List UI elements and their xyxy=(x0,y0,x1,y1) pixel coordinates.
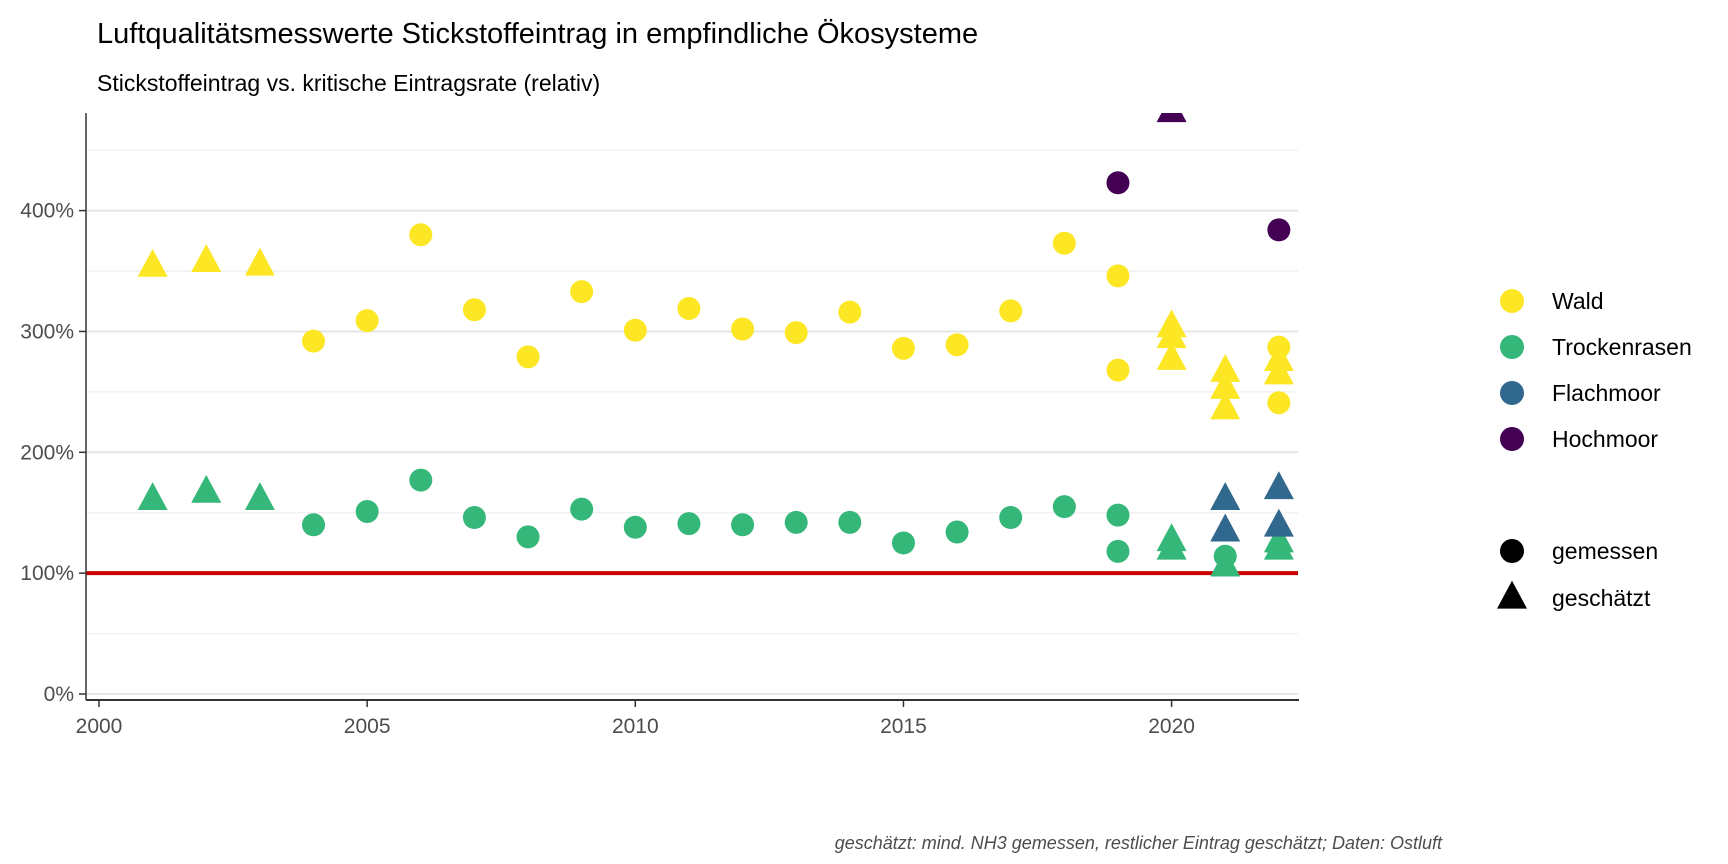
data-point-circle xyxy=(1106,503,1130,527)
axes: 0% 100% 200% 300% 400% 2000 2005 2010 2015 2020 xyxy=(20,113,1299,738)
legend-label: Flachmoor xyxy=(1552,380,1661,406)
legend-color-key xyxy=(1500,381,1524,405)
x-tick-label: 2015 xyxy=(880,715,927,738)
data-point-circle xyxy=(891,531,915,555)
data-point-circle xyxy=(677,512,701,536)
data-point-triangle xyxy=(1156,113,1187,123)
data-point-circle xyxy=(1267,218,1291,242)
data-points xyxy=(137,113,1294,577)
legend-color-key xyxy=(1500,427,1524,451)
data-point-circle xyxy=(462,506,486,530)
data-point-circle xyxy=(462,298,486,322)
data-point-triangle xyxy=(1210,391,1241,420)
data-point-triangle xyxy=(1263,356,1294,385)
data-point-triangle xyxy=(1210,513,1241,542)
legend-label: Wald xyxy=(1552,288,1604,314)
data-point-circle xyxy=(516,525,540,549)
data-point-circle xyxy=(1052,495,1076,519)
data-point-circle xyxy=(1106,358,1130,382)
data-point-circle xyxy=(945,520,969,544)
x-tick-label: 2000 xyxy=(76,715,123,738)
data-point-circle xyxy=(731,513,755,537)
chart-caption: geschätzt: mind. NH3 gemessen, restliche… xyxy=(834,833,1442,853)
x-tick-label: 2020 xyxy=(1148,715,1195,738)
data-point-circle xyxy=(891,336,915,360)
data-point-circle xyxy=(516,345,540,369)
data-point-triangle xyxy=(1210,548,1241,577)
data-point-circle xyxy=(570,280,594,304)
data-point-circle xyxy=(999,506,1023,530)
data-point-triangle xyxy=(1263,471,1294,500)
data-point-triangle xyxy=(1156,341,1187,370)
data-point-triangle xyxy=(1263,508,1294,537)
data-point-triangle xyxy=(1156,320,1187,349)
data-point-circle xyxy=(677,296,701,320)
x-tick-label: 2010 xyxy=(612,715,659,738)
data-point-triangle xyxy=(244,482,275,511)
data-point-circle xyxy=(999,299,1023,323)
legend-color-key xyxy=(1500,335,1524,359)
data-point-triangle xyxy=(1156,531,1187,560)
data-point-triangle xyxy=(1210,370,1241,399)
data-point-circle xyxy=(409,468,433,492)
legend-color-key xyxy=(1500,289,1524,313)
data-point-circle xyxy=(945,333,969,357)
data-point-circle xyxy=(838,300,862,324)
data-point-circle xyxy=(623,515,647,539)
y-tick-label: 400% xyxy=(20,200,74,223)
data-point-circle xyxy=(731,317,755,341)
legend-shape-key xyxy=(1497,580,1527,609)
data-point-triangle xyxy=(1210,354,1241,382)
data-point-triangle xyxy=(191,474,222,503)
data-point-triangle xyxy=(137,482,168,511)
data-point-circle xyxy=(784,510,808,534)
data-point-triangle xyxy=(137,248,168,277)
legend-label: Hochmoor xyxy=(1552,426,1658,452)
data-point-circle xyxy=(784,321,808,345)
y-tick-label: 300% xyxy=(20,320,74,343)
legend: Wald Trockenrasen Flachmoor Hochmoor gemesse… xyxy=(1497,288,1692,611)
data-point-circle xyxy=(355,309,379,333)
data-point-triangle xyxy=(1210,482,1241,511)
data-point-circle xyxy=(409,223,433,247)
data-point-circle xyxy=(1106,264,1130,288)
legend-shape-key xyxy=(1500,539,1524,563)
data-point-circle xyxy=(1106,171,1130,195)
data-point-circle xyxy=(1052,231,1076,255)
y-tick-label: 0% xyxy=(44,683,74,706)
data-point-circle xyxy=(838,510,862,534)
data-point-circle xyxy=(1106,539,1130,563)
data-point-circle xyxy=(355,500,379,524)
data-point-triangle xyxy=(244,247,275,276)
legend-label: geschätzt xyxy=(1552,585,1651,611)
data-point-triangle xyxy=(191,244,222,272)
data-point-circle xyxy=(570,497,594,521)
y-tick-label: 100% xyxy=(20,562,74,585)
legend-label: gemessen xyxy=(1552,538,1658,564)
grid-lines xyxy=(86,149,1298,695)
data-point-circle xyxy=(302,329,326,353)
chart-title: Luftqualitätsmesswerte Stickstoffeintrag… xyxy=(97,18,979,50)
x-tick-label: 2005 xyxy=(344,715,391,738)
y-tick-label: 200% xyxy=(20,441,74,464)
data-point-circle xyxy=(302,513,326,537)
legend-label: Trockenrasen xyxy=(1552,334,1692,360)
chart-subtitle: Stickstoffeintrag vs. kritische Eintrags… xyxy=(97,70,601,96)
data-point-triangle xyxy=(1263,531,1294,560)
data-point-circle xyxy=(623,318,647,342)
data-point-circle xyxy=(1267,391,1291,415)
